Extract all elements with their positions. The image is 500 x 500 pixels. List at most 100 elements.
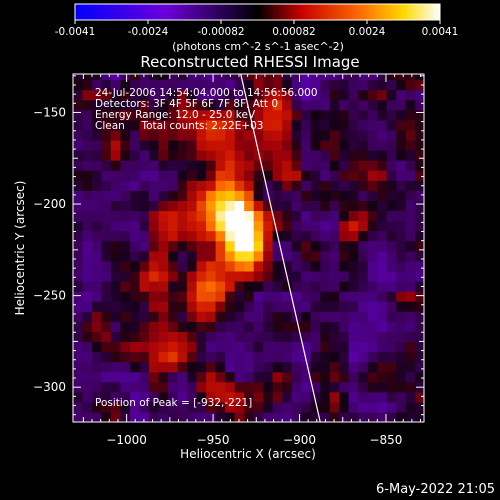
heatmap-cell <box>187 260 198 272</box>
heatmap-cell <box>168 210 179 222</box>
heatmap-cell <box>111 150 122 161</box>
heatmap-cell <box>301 391 312 403</box>
heatmap-cell <box>329 210 340 222</box>
heatmap-cell <box>187 281 198 292</box>
heatmap-cell <box>82 129 93 141</box>
heatmap-cell <box>111 270 122 282</box>
heatmap-cell <box>272 139 283 151</box>
heatmap-cell <box>82 180 93 191</box>
heatmap-cell <box>139 230 150 242</box>
heatmap-cell <box>291 79 302 91</box>
heatmap-cell <box>386 99 397 111</box>
heatmap-cell <box>168 190 179 201</box>
heatmap-cell <box>253 190 264 201</box>
heatmap-cell <box>215 250 226 262</box>
heatmap-cell <box>329 250 340 262</box>
heatmap-cell <box>396 190 407 201</box>
heatmap-cell <box>339 321 350 332</box>
heatmap-cell <box>196 351 207 363</box>
heatmap-cell <box>225 381 236 393</box>
heatmap-cell <box>291 411 302 422</box>
heatmap-cell <box>130 230 141 242</box>
heatmap-cell <box>358 240 369 252</box>
heatmap-cell <box>405 139 416 151</box>
heatmap-cell <box>377 291 388 302</box>
heatmap-cell <box>101 129 112 141</box>
heatmap-cell <box>367 89 378 101</box>
heatmap-cell <box>348 79 359 91</box>
heatmap-cell <box>187 180 198 191</box>
heatmap-cell <box>263 250 274 262</box>
heatmap-cell <box>149 331 160 342</box>
heatmap-cell <box>196 240 207 252</box>
heatmap-cell <box>386 180 397 191</box>
heatmap-cell <box>253 291 264 302</box>
heatmap-cell <box>386 351 397 363</box>
heatmap-cell <box>396 260 407 272</box>
heatmap-cell <box>168 381 179 393</box>
heatmap-cell <box>310 270 321 282</box>
heatmap-cell <box>244 411 255 422</box>
heatmap-cell <box>367 74 378 81</box>
heatmap-cell <box>168 220 179 232</box>
heatmap-cell <box>396 401 407 413</box>
heatmap-cell <box>358 160 369 171</box>
heatmap-cell <box>234 281 245 292</box>
heatmap-cell <box>339 351 350 363</box>
heatmap-cell <box>291 150 302 161</box>
heatmap-cell <box>149 119 160 131</box>
heatmap-cell <box>82 200 93 212</box>
heatmap-cell <box>82 230 93 242</box>
heatmap-cell <box>130 401 141 413</box>
heatmap-cell <box>339 250 350 262</box>
heatmap-cell <box>92 89 103 101</box>
heatmap-cell <box>320 371 331 383</box>
heatmap-cell <box>348 391 359 403</box>
heatmap-cell <box>415 79 424 91</box>
heatmap-cell <box>82 260 93 272</box>
heatmap-cell <box>177 411 188 422</box>
heatmap-cell <box>329 150 340 161</box>
heatmap-cell <box>339 139 350 151</box>
heatmap-cell <box>149 139 160 151</box>
heatmap-cell <box>377 109 388 121</box>
heatmap-cell <box>82 109 93 121</box>
heatmap-cell <box>82 401 93 413</box>
heatmap-cell <box>386 139 397 151</box>
heatmap-cell <box>244 311 255 322</box>
heatmap-cell <box>130 129 141 141</box>
heatmap-cell <box>234 109 245 121</box>
heatmap-cell <box>111 129 122 141</box>
heatmap-cell <box>367 351 378 363</box>
heatmap-cell <box>339 381 350 393</box>
heatmap-cell <box>111 411 122 422</box>
heatmap-cell <box>263 391 274 403</box>
heatmap-cell <box>358 200 369 212</box>
heatmap-cell <box>158 311 169 322</box>
heatmap-cell <box>177 139 188 151</box>
heatmap-cell <box>367 240 378 252</box>
heatmap-cell <box>244 321 255 332</box>
heatmap-cell <box>301 170 312 181</box>
heatmap-cell <box>339 361 350 373</box>
heatmap-cell <box>158 381 169 393</box>
heatmap-cell <box>386 391 397 403</box>
heatmap-cell <box>196 361 207 373</box>
heatmap-cell <box>291 341 302 353</box>
heatmap-cell <box>253 270 264 282</box>
heatmap-cell <box>405 129 416 141</box>
heatmap-cell <box>358 321 369 332</box>
heatmap-cell <box>225 210 236 222</box>
heatmap-cell <box>206 401 217 413</box>
heatmap-cell <box>272 270 283 282</box>
heatmap-cell <box>377 391 388 403</box>
heatmap-cell <box>73 160 84 171</box>
heatmap-cell <box>177 281 188 292</box>
heatmap-cell <box>291 301 302 312</box>
heatmap-cell <box>168 391 179 403</box>
heatmap-cell <box>92 240 103 252</box>
heatmap-cell <box>253 381 264 393</box>
heatmap-cell <box>253 109 264 121</box>
heatmap-cell <box>367 230 378 242</box>
heatmap-cell <box>396 351 407 363</box>
